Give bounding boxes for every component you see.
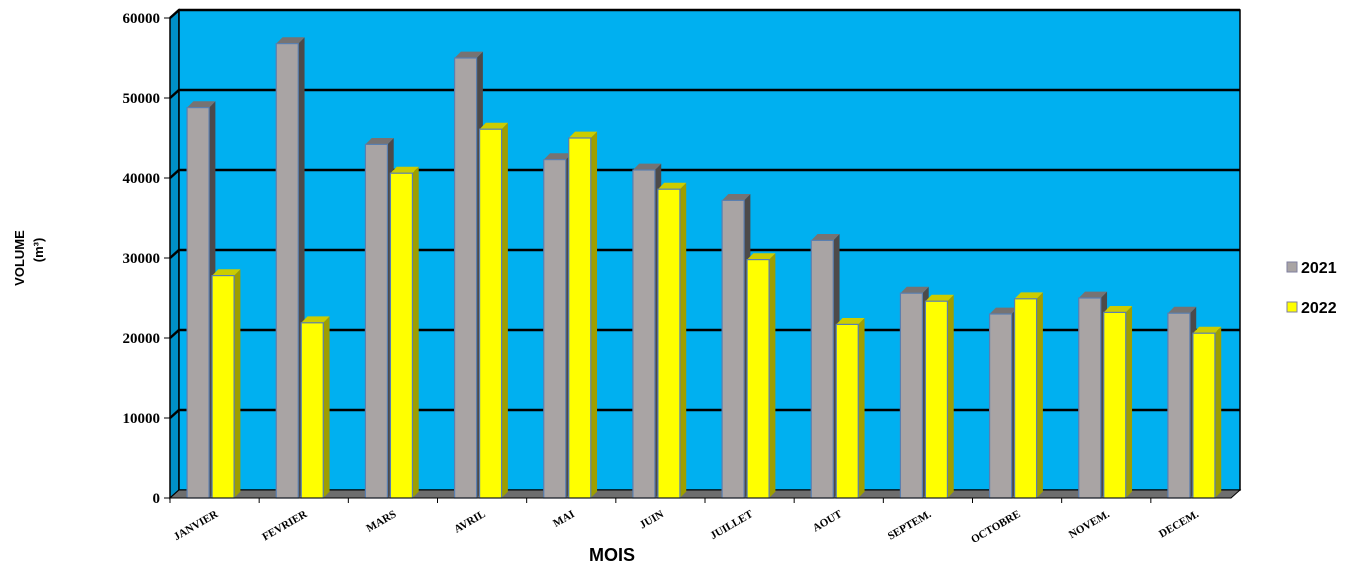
bar-2021-JANVIER xyxy=(186,101,216,499)
bar-2021-MAI xyxy=(543,153,573,499)
x-tick-label: JANVIER xyxy=(172,508,221,543)
bar-2022-JUILLET xyxy=(746,253,776,499)
bar-2021-NOVEM. xyxy=(1078,291,1108,499)
legend: 2021 2022 xyxy=(1286,260,1337,317)
bar-2022-JANVIER xyxy=(211,269,241,499)
gridlines xyxy=(169,8,1240,419)
y-tick-label: 10000 xyxy=(123,411,161,427)
y-tick-label: 40000 xyxy=(123,171,161,187)
bar-2021-FEVRIER xyxy=(275,37,305,499)
bar-2022-NOVEM. xyxy=(1103,306,1133,499)
legend-label-2022: 2022 xyxy=(1301,300,1337,317)
y-tick-label: 30000 xyxy=(123,251,161,267)
bar-2021-SEPTEM. xyxy=(899,286,929,499)
x-tick-label: FEVRIER xyxy=(260,508,310,544)
y-tick-label: 0 xyxy=(153,491,161,507)
gridline xyxy=(169,328,1240,339)
x-tick-label: OCTOBRE xyxy=(969,508,1022,546)
x-tick-label: MAI xyxy=(551,508,577,530)
bar-2022-MARS xyxy=(389,166,419,499)
bar-2021-JUILLET xyxy=(721,194,751,499)
x-tick-label: SEPTEM. xyxy=(886,508,934,543)
bar-2022-DECEM. xyxy=(1192,326,1222,499)
y-axis-title-line2: (m³) xyxy=(31,238,46,263)
bar-2021-JUIN xyxy=(632,163,662,499)
bar-2021-AOUT xyxy=(810,234,840,499)
y-tick-label: 60000 xyxy=(123,11,161,27)
bar-2022-FEVRIER xyxy=(300,316,330,499)
bar-2021-MARS xyxy=(364,138,394,499)
gridline xyxy=(169,8,1240,19)
y-tick-label: 50000 xyxy=(123,91,161,107)
x-tick-labels: JANVIER FEVRIER MARS AVRIL MAI JUIN JUILLET AOU… xyxy=(169,497,1231,546)
x-tick-label: DECEM. xyxy=(1157,508,1201,540)
x-tick-label: AOUT xyxy=(811,508,845,535)
x-axis-title: MOIS xyxy=(589,545,635,565)
bar-2022-AOUT xyxy=(835,318,865,499)
x-tick-label: JUIN xyxy=(638,508,666,531)
bar-2022-JUIN xyxy=(657,182,687,499)
bar-2022-OCTOBRE xyxy=(1013,292,1043,499)
bar-2021-DECEM. xyxy=(1167,306,1197,499)
legend-swatch-2021 xyxy=(1286,261,1298,273)
y-tick-labels: 0 10000 20000 30000 40000 50000 60000 xyxy=(123,11,170,507)
y-tick-label: 20000 xyxy=(123,331,161,347)
x-tick-label: JUILLET xyxy=(708,508,755,542)
legend-swatch-2022 xyxy=(1286,301,1298,313)
gridline xyxy=(169,408,1240,419)
gridline xyxy=(169,168,1240,179)
legend-label-2021: 2021 xyxy=(1301,260,1337,277)
bar-2022-AVRIL xyxy=(478,122,508,499)
y-axis-title-line1: VOLUME xyxy=(12,230,27,286)
bar-2021-OCTOBRE xyxy=(988,307,1018,499)
x-tick-label: NOVEM. xyxy=(1067,508,1112,541)
bar-2022-MAI xyxy=(568,131,598,499)
bar-2021-AVRIL xyxy=(453,51,483,499)
bar-2022-SEPTEM. xyxy=(924,294,954,499)
gridline xyxy=(169,248,1240,259)
x-tick-label: MARS xyxy=(364,508,398,535)
x-tick-label: AVRIL xyxy=(452,508,487,535)
gridline xyxy=(169,88,1240,99)
